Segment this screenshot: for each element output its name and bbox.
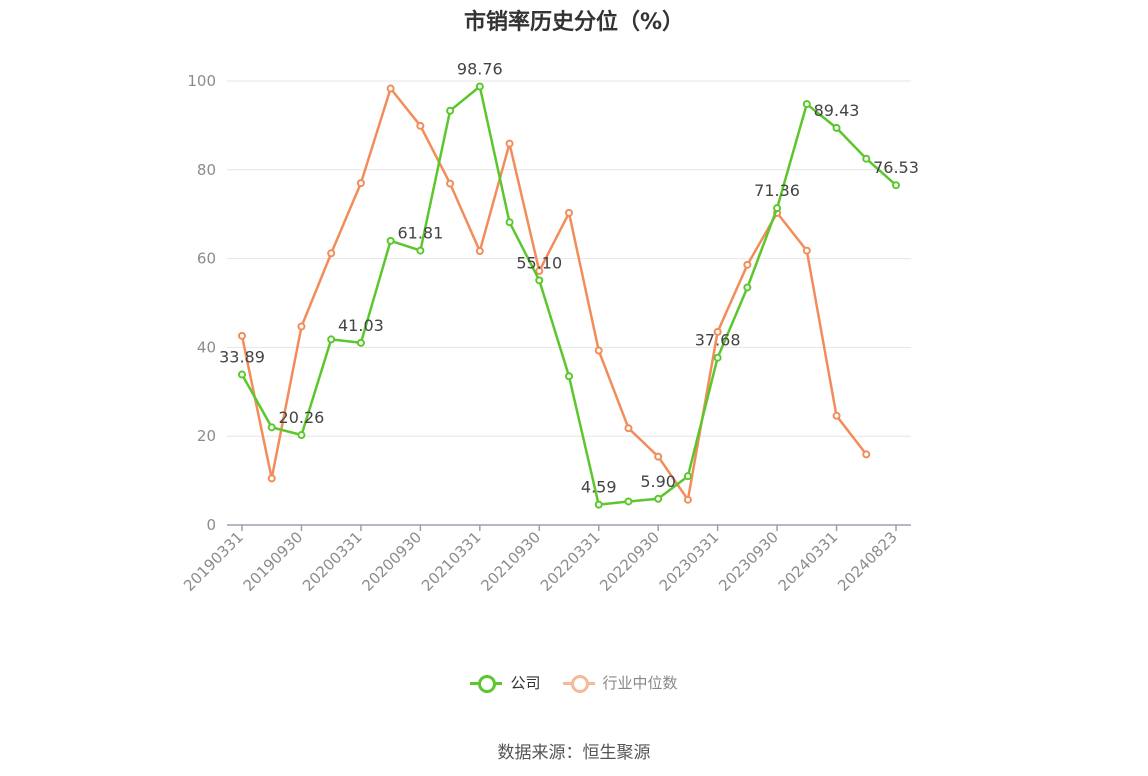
data-point-company-20190930	[297, 431, 306, 440]
x-tick-label-20230930: 20230930	[715, 528, 782, 595]
data-point-industry-median-20240630	[862, 450, 871, 459]
data-point-industry-median-20220331	[594, 346, 603, 355]
data-point-company-20220630	[624, 497, 633, 506]
x-tick-label-20220930: 20220930	[596, 528, 663, 595]
x-tick-label-20220331: 20220331	[537, 528, 604, 595]
data-point-company-20200331	[356, 338, 365, 347]
data-point-company-20240630	[862, 154, 871, 163]
data-label-company-20230331: 37.68	[695, 331, 741, 350]
data-point-industry-median-20230630	[743, 260, 752, 269]
x-tick-label-20190331: 20190331	[180, 528, 247, 595]
y-tick-label-60: 60	[197, 250, 216, 268]
data-point-company-20220331	[594, 500, 603, 509]
series-layer	[238, 82, 900, 509]
legend-swatch-company	[470, 674, 503, 693]
data-label-company-20240823: 76.53	[873, 158, 919, 177]
y-tick-label-0: 0	[206, 516, 216, 534]
data-point-company-20240823	[892, 181, 900, 190]
data-label-company-20220930: 5.90	[640, 472, 676, 491]
data-label-company-20210331: 98.76	[457, 60, 503, 79]
series-line-company	[240, 85, 897, 506]
data-label-company-20190331: 33.89	[219, 348, 265, 367]
data-point-industry-median-20190331	[238, 331, 246, 340]
data-point-industry-median-20240331	[832, 411, 841, 420]
legend-item-company[interactable]: 公司	[470, 672, 541, 693]
data-point-company-20230331	[713, 353, 722, 362]
data-point-company-20190630	[267, 423, 276, 432]
data-point-company-20190331	[238, 370, 246, 379]
data-label-company-20230930: 71.36	[754, 181, 800, 200]
line-chart: 0 20 40 60 80 100 2019033120190930202003312020…	[180, 60, 919, 595]
data-point-company-20191231	[327, 335, 336, 344]
data-label-company-20210930: 55.10	[516, 253, 562, 272]
grid-layer	[227, 80, 911, 437]
data-point-company-20231231	[802, 100, 811, 109]
data-point-company-20221231	[683, 472, 692, 481]
legend: 公司 行业中位数	[0, 672, 1148, 693]
x-tick-label-20240823: 20240823	[834, 528, 901, 595]
series-line-industry-median	[240, 87, 868, 501]
label-layer: 33.89 20.26 41.03 61.81 98.76 55.10 4.59 5.90 37…	[219, 60, 919, 497]
legend-marker-company	[478, 674, 497, 693]
data-label-company-20190930: 20.26	[279, 408, 325, 427]
data-point-industry-median-20201231	[446, 179, 455, 188]
data-point-industry-median-20211231	[565, 208, 573, 217]
data-point-industry-median-20221231	[683, 495, 692, 504]
y-tick-label-20: 20	[197, 427, 216, 445]
data-point-industry-median-20220930	[654, 452, 663, 461]
x-tick-label-20200930: 20200930	[358, 528, 425, 595]
data-point-company-20210331	[475, 82, 484, 91]
data-point-company-20240331	[832, 123, 841, 132]
data-point-industry-median-20210630	[505, 139, 514, 148]
data-point-company-20230930	[773, 204, 782, 213]
data-point-industry-median-20220630	[624, 424, 633, 433]
data-label-company-20200331: 41.03	[338, 316, 384, 335]
data-point-company-20211231	[565, 372, 573, 381]
data-point-company-20200930	[416, 246, 425, 255]
data-point-industry-median-20190930	[297, 322, 306, 331]
data-point-industry-median-20190630	[267, 474, 276, 483]
x-tick-label-20240331: 20240331	[775, 528, 842, 595]
data-point-company-20220930	[654, 494, 663, 503]
data-point-industry-median-20200930	[416, 121, 425, 130]
x-tick-label-20200331: 20200331	[299, 528, 366, 595]
legend-label-company: 公司	[510, 674, 541, 692]
y-tick-label-80: 80	[197, 161, 216, 179]
data-label-company-20240331: 89.43	[814, 101, 860, 120]
legend-marker-industry-median	[570, 674, 589, 693]
data-point-industry-median-20191231	[327, 249, 336, 258]
data-source-note: 数据来源：恒生聚源	[497, 743, 651, 763]
data-label-company-20220331: 4.59	[581, 478, 617, 497]
data-point-industry-median-20210930	[535, 267, 544, 276]
data-point-industry-median-20200630	[386, 84, 395, 93]
data-point-company-20230630	[743, 283, 752, 292]
x-tick-label-20210331: 20210331	[418, 528, 485, 595]
x-tick-label-20190930: 20190930	[240, 528, 307, 595]
legend-swatch-industry-median	[562, 674, 595, 693]
data-point-company-20201231	[446, 106, 455, 115]
data-label-company-20200930: 61.81	[397, 224, 443, 243]
data-point-industry-median-20230331	[713, 327, 722, 336]
data-point-company-20210930	[535, 276, 544, 285]
x-tick-label-20230331: 20230331	[656, 528, 723, 595]
axis-layer: 0 20 40 60 80 100 2019033120190930202003312020…	[180, 72, 911, 595]
y-tick-label-100: 100	[187, 72, 216, 90]
legend-item-industry-median[interactable]: 行业中位数	[562, 672, 678, 693]
data-point-company-20200630	[386, 236, 395, 245]
legend-label-industry-median: 行业中位数	[602, 674, 678, 692]
data-point-industry-median-20200331	[356, 179, 365, 188]
y-tick-label-40: 40	[197, 338, 216, 356]
data-point-industry-median-20210331	[475, 247, 484, 256]
x-tick-label-20210930: 20210930	[477, 528, 544, 595]
chart-title: 市销率历史分位（%）	[463, 10, 685, 35]
data-point-industry-median-20231231	[802, 246, 811, 255]
data-point-company-20210630	[505, 218, 514, 227]
